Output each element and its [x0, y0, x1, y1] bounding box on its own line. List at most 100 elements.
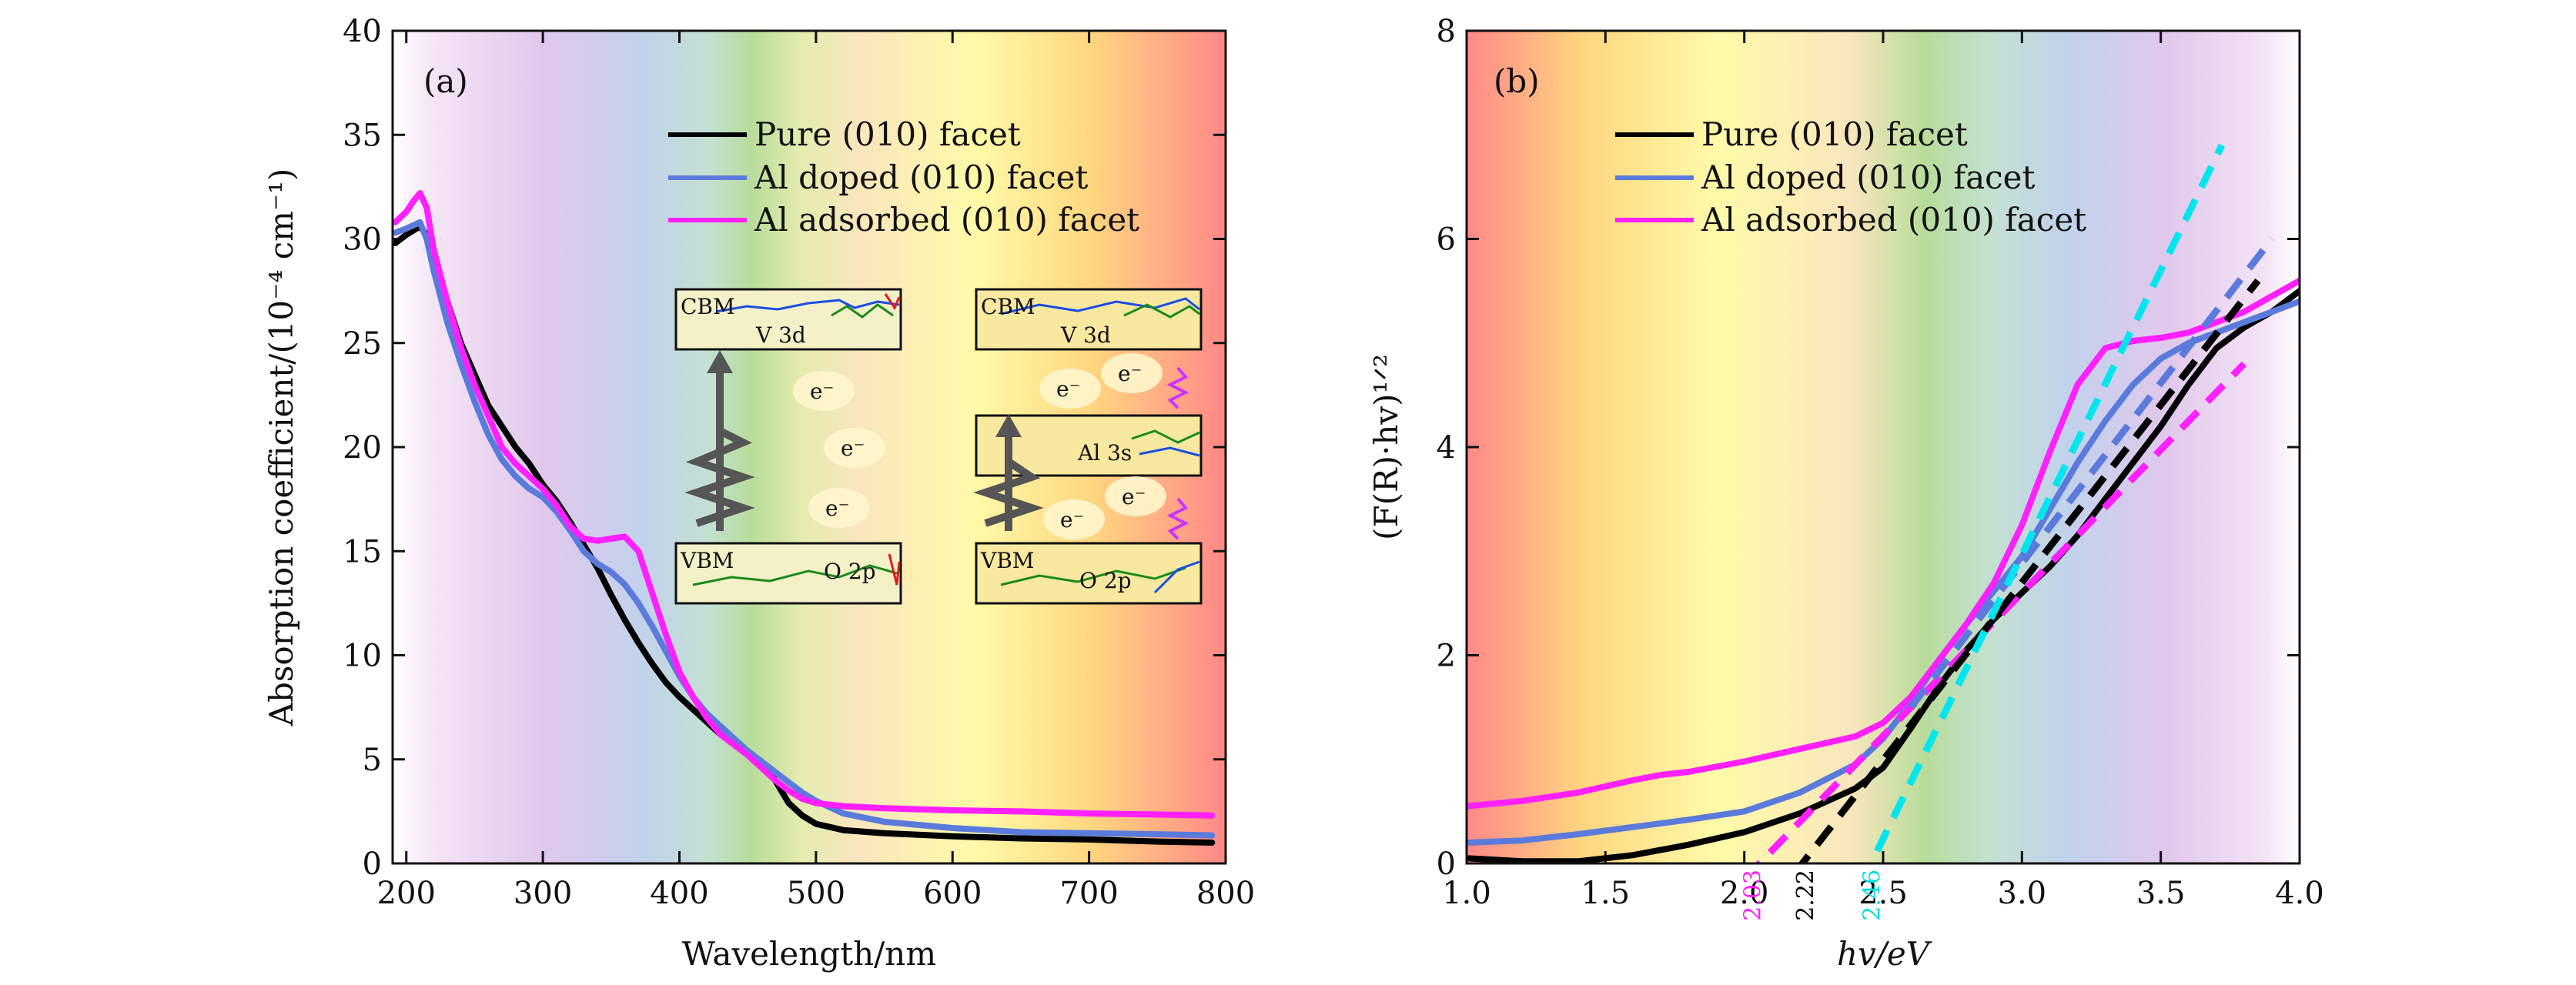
- al-transition-lower: [1166, 497, 1189, 540]
- vbm-box-right: [975, 542, 1203, 605]
- a-y-tick-label: 40: [343, 14, 382, 49]
- arrow-head-left: [707, 350, 733, 373]
- vbm-box-left: [674, 542, 902, 605]
- electron-4: [1039, 369, 1101, 409]
- a-y-tick-label: 30: [343, 222, 382, 258]
- a-x-tick-label: 700: [1059, 876, 1118, 911]
- b-x-tick-label: 3.5: [2136, 876, 2186, 911]
- plot-frame-a: [391, 29, 1227, 865]
- y-axis-title-b: (F(R)·hv)¹ᐟ²: [1367, 354, 1405, 540]
- a-y-tick-label: 20: [343, 430, 382, 466]
- cbm-box-left: [674, 288, 902, 351]
- electron-label-7: e⁻: [1122, 484, 1146, 509]
- electron-1: [793, 371, 855, 411]
- series-b: [1467, 143, 2300, 863]
- a-y-tick-label: 35: [343, 118, 382, 153]
- panel-a: 200 300 400 500 600 700 800 0 5 10 15 20 25 30 35 40 Pu…: [263, 14, 1255, 973]
- dos-trace-green-vbm-r: [1000, 566, 1186, 586]
- panel-b: 1.0 1.5 2.0 2.5 3.0 3.5 4.0 0 2 4 6 8 Pure (010) fa…: [1367, 14, 2324, 973]
- dos-trace-green-r: [1123, 303, 1200, 319]
- cbm-box-right: [975, 288, 1203, 351]
- bandgap-label-0: 2.03: [1739, 870, 1766, 921]
- electron-label-3: e⁻: [825, 496, 849, 521]
- al3s-label: Al 3s: [1077, 440, 1132, 466]
- a-y-tick-label: 10: [343, 639, 382, 674]
- series-a: [393, 190, 1216, 846]
- a-x-tick-label: 800: [1196, 876, 1255, 911]
- panel-label-b: (b): [1494, 62, 1540, 100]
- arrow-head-right: [995, 414, 1022, 437]
- legend-label-adsorbed: Al adsorbed (010) facet: [754, 201, 1139, 239]
- legend-label-pure: Pure (010) facet: [754, 115, 1021, 153]
- b-y-tick-label: 4: [1437, 430, 1456, 466]
- electron-3: [808, 488, 870, 528]
- dos-trace-blue-vbm-r: [1153, 560, 1200, 594]
- b-x-tick-label: 1.5: [1581, 876, 1631, 911]
- x-axis-title-a: Wavelength/nm: [682, 935, 936, 973]
- a-y-tick-label: 25: [343, 326, 382, 362]
- ticks-b: 1.0 1.5 2.0 2.5 3.0 3.5 4.0 0 2 4 6 8: [1437, 14, 2324, 911]
- a-x-tick-label: 200: [377, 876, 436, 911]
- tangent-line-0: [1755, 361, 2247, 863]
- vbm-label-right: VBM: [980, 548, 1034, 573]
- b-x-tick-label: 2.5: [1858, 876, 1908, 911]
- bandgap-labels: 2.03 2.22 2.46: [1739, 870, 1885, 921]
- y-axis-title-a: Absorption coefficient/(10⁻⁴ cm⁻¹): [263, 169, 300, 727]
- b-x-tick-label: 2.0: [1720, 876, 1769, 911]
- inset-adsorbed: CBM V 3d Al 3s VBM O 2p e⁻ e⁻ e⁻ e⁻: [973, 288, 1203, 605]
- a-x-tick-label: 300: [514, 876, 572, 911]
- dos-trace-green: [831, 303, 894, 319]
- legend-label-pure-b: Pure (010) facet: [1701, 115, 1968, 153]
- electron-2: [824, 428, 885, 468]
- dos-trace-blue: [715, 299, 900, 313]
- b-y-tick-label: 0: [1437, 846, 1456, 882]
- b-series-line-2: [1467, 277, 2300, 810]
- v3d-label-left: V 3d: [755, 322, 806, 348]
- electron-label-5: e⁻: [1118, 361, 1142, 386]
- x-axis-title-b: hv/eV: [1837, 935, 1932, 973]
- tangent-line-1: [1798, 278, 2261, 863]
- legend-label-doped-b: Al doped (010) facet: [1701, 159, 2036, 196]
- a-x-tick-label: 500: [787, 876, 845, 911]
- panel-label-a: (a): [423, 62, 468, 100]
- a-y-tick-label: 5: [363, 743, 382, 778]
- tangent-line-3: [1867, 143, 2226, 863]
- dos-trace-al: [1131, 429, 1200, 444]
- b-x-tick-label: 1.0: [1442, 876, 1491, 911]
- a-x-tick-label: 600: [923, 876, 982, 911]
- electron-5: [1101, 353, 1163, 393]
- b-x-tick-label: 3.0: [1998, 876, 2047, 911]
- a-x-tick-label: 400: [650, 876, 708, 911]
- cbm-label-right: CBM: [981, 294, 1035, 319]
- a-y-tick-label: 0: [363, 846, 382, 882]
- dos-trace-red: [884, 293, 901, 311]
- electron-6: [1043, 499, 1105, 539]
- bandgap-label-2: 2.46: [1859, 870, 1886, 921]
- cbm-label-left: CBM: [681, 294, 735, 319]
- legend-b: Pure (010) facet Al doped (010) facet Al…: [1615, 115, 2086, 239]
- b-x-tick-label: 4.0: [2275, 876, 2324, 911]
- legend-label-adsorbed-b: Al adsorbed (010) facet: [1701, 201, 2086, 239]
- legend-a: Pure (010) facet Al doped (010) facet Al…: [668, 115, 1139, 239]
- vbm-label-left: VBM: [680, 548, 734, 573]
- electron-7: [1105, 476, 1166, 516]
- b-y-tick-label: 2: [1437, 639, 1456, 674]
- al-transition-upper: [1166, 366, 1189, 409]
- b-y-tick-label: 8: [1437, 14, 1456, 49]
- legend-label-doped: Al doped (010) facet: [754, 159, 1089, 196]
- electron-label-1: e⁻: [810, 379, 834, 404]
- dos-trace-al-blue: [1139, 446, 1200, 457]
- dos-trace-red-vbm: [888, 553, 901, 586]
- bandgap-label-1: 2.22: [1792, 870, 1819, 921]
- electron-label-2: e⁻: [841, 436, 865, 461]
- electron-label-6: e⁻: [1060, 507, 1084, 533]
- tangent-line-2: [1908, 236, 2275, 710]
- o2p-label-right: O 2p: [1079, 568, 1132, 593]
- dos-trace-blue-r: [1000, 297, 1200, 316]
- a-series-line-2: [393, 190, 1216, 819]
- v3d-label-right: V 3d: [1060, 322, 1111, 348]
- ticks-a: 200 300 400 500 600 700 800 0 5 10 15 20 25 30 35 40: [343, 14, 1255, 911]
- plot-frame-b: [1465, 29, 2301, 865]
- inset-pure: CBM V 3d VBM O 2p e⁻ e⁻ e⁻: [674, 288, 902, 605]
